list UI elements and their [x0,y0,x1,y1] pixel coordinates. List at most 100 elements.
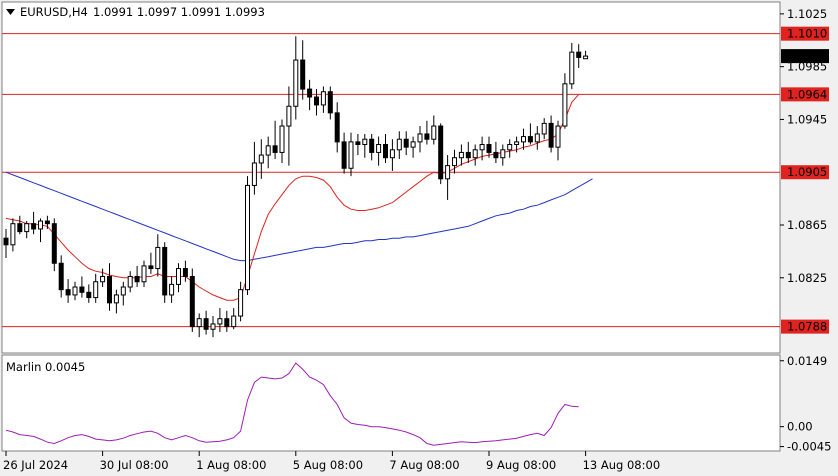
candle [176,263,181,293]
candle [238,281,244,322]
svg-text:1.0964: 1.0964 [787,87,827,101]
candle [210,316,216,338]
time-tick-label: 9 Aug 08:00 [486,458,556,472]
candle [417,126,423,153]
candle [10,218,16,252]
symbol-label: EURUSD,H4 [20,5,88,19]
candle [245,176,250,295]
price-tick-label: 1.0825 [787,271,827,285]
candle [548,115,554,153]
candle [120,281,126,306]
candle [403,131,409,156]
candle [24,221,30,239]
oscillator-tick-label: -0.0045 [787,440,831,454]
oscillator-panel[interactable] [1,354,781,452]
candle [389,139,395,171]
candle [341,132,347,174]
candle [527,123,533,145]
horizontal-levels [2,33,780,328]
candle [348,132,354,177]
candle [79,276,85,298]
candle [258,139,264,179]
candle [127,271,133,293]
candle [169,276,175,303]
ma-fast-path [5,94,580,301]
svg-text:1.1010: 1.1010 [787,27,827,41]
oscillator-path [5,362,579,446]
candle [431,115,437,145]
candle [51,218,57,272]
level-price-label: 1.0788 [781,319,829,334]
candle [472,144,478,166]
oscillator-tick-label: 0.0149 [787,354,827,368]
price-tick-label: 1.0985 [787,60,827,74]
candle [507,139,513,158]
candle [452,149,457,174]
candle [65,279,71,303]
time-axis[interactable]: 26 Jul 2024 30 Jul 08:00 1 Aug 08:00 5 Aug … [3,451,660,472]
time-tick-label: 13 Aug 08:00 [583,458,661,472]
price-panel[interactable] [1,1,781,354]
time-tick-label: 30 Jul 08:00 [100,458,169,472]
candle [86,284,92,303]
candle [58,255,64,298]
ma-slow-line [5,171,593,262]
chevron-down-icon[interactable] [6,9,15,15]
candle [134,265,140,288]
candle [355,133,361,156]
candle [514,136,520,153]
candle [182,260,188,282]
oscillator-axis[interactable]: 0.0149 0.00 -0.0045 [780,354,831,454]
candle [93,273,99,303]
svg-text:1.0993: 1.0993 [787,49,827,63]
candle [583,50,589,60]
candle [500,144,506,166]
candle [3,228,9,258]
time-tick-label: 5 Aug 08:00 [293,458,363,472]
candle [555,120,561,161]
candle [231,308,237,330]
time-tick-label: 26 Jul 2024 [3,458,68,472]
price-axis[interactable]: 1.1025 1.0985 1.0945 1.0865 1.0825 1.1010 1.09… [780,7,829,334]
oscillator-tick-label: 0.00 [787,420,813,434]
candle [493,141,499,163]
candle [286,86,292,166]
candle [458,144,464,166]
candle [44,215,50,229]
candle [438,123,444,185]
level-price-label: 1.1010 [781,26,829,41]
candle [486,136,492,158]
candle [107,263,112,311]
candle [279,119,285,163]
candles [3,36,589,338]
candle [534,126,540,150]
candle [162,242,168,303]
time-tick-label: 7 Aug 08:00 [389,458,459,472]
ma-fast-line [5,94,580,301]
candle [31,211,37,235]
candle [562,73,568,129]
candle [293,36,299,120]
svg-text:1.0788: 1.0788 [787,320,827,334]
candle [334,102,340,153]
candle [410,136,416,158]
current-price-label: 1.0993 [781,49,829,64]
price-tick-label: 1.0865 [787,218,827,232]
candle [396,131,402,160]
candle [251,141,257,195]
candle [196,313,202,338]
level-price-label: 1.0964 [781,87,829,102]
candle [541,118,547,140]
candle [569,42,575,90]
candle [445,155,451,200]
ma-slow-path [5,171,593,262]
price-tick-label: 1.0945 [787,112,827,126]
candle [424,120,430,145]
candle [148,252,154,274]
candle [327,86,333,120]
candle [320,86,326,113]
candle [383,133,388,163]
candle [362,133,368,158]
oscillator-line [5,362,579,446]
